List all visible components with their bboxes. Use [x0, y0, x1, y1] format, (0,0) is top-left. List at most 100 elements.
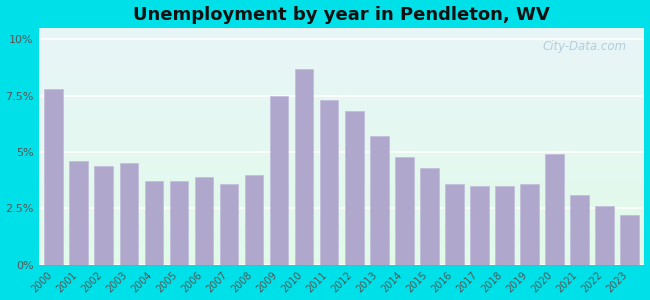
Bar [39, 194, 644, 195]
Bar [39, 131, 644, 132]
Bar [39, 215, 644, 216]
Bar [39, 248, 644, 250]
Bar [39, 112, 644, 113]
Title: Unemployment by year in Pendleton, WV: Unemployment by year in Pendleton, WV [133, 6, 550, 24]
Bar [39, 58, 644, 59]
Bar [39, 149, 644, 150]
Bar [39, 95, 644, 97]
Bar [420, 168, 439, 265]
Bar [39, 122, 644, 123]
Bar [39, 111, 644, 112]
Bar [39, 183, 644, 184]
Bar [39, 36, 644, 38]
Bar [39, 134, 644, 135]
Bar [39, 258, 644, 259]
Bar [39, 34, 644, 35]
Bar [39, 30, 644, 31]
Bar [39, 47, 644, 48]
Bar [39, 231, 644, 232]
Bar [39, 200, 644, 201]
Bar [39, 116, 644, 117]
Bar [39, 176, 644, 177]
Bar [39, 125, 644, 126]
Bar [39, 39, 644, 40]
Bar [39, 209, 644, 210]
Bar [244, 175, 263, 265]
Bar [39, 187, 644, 188]
Bar [39, 159, 644, 160]
Bar [39, 62, 644, 63]
Bar [39, 143, 644, 144]
Bar [39, 156, 644, 157]
Bar [39, 228, 644, 230]
Bar [39, 233, 644, 234]
Bar [39, 232, 644, 233]
Bar [39, 247, 644, 248]
Bar [39, 139, 644, 140]
Bar [39, 160, 644, 162]
Bar [39, 46, 644, 47]
Bar [39, 124, 644, 125]
Bar [39, 66, 644, 67]
Bar [39, 110, 644, 111]
Bar [39, 245, 644, 246]
Bar [39, 203, 644, 205]
Bar [344, 111, 363, 265]
Bar [39, 221, 644, 222]
Bar [395, 157, 413, 265]
Bar [39, 182, 644, 183]
Bar [170, 182, 188, 265]
Bar [39, 235, 644, 236]
Bar [39, 174, 644, 175]
Bar [39, 63, 644, 64]
Bar [39, 80, 644, 81]
Bar [39, 206, 644, 207]
Bar [39, 256, 644, 258]
Bar [39, 154, 644, 155]
Bar [39, 253, 644, 254]
Bar [39, 88, 644, 89]
Bar [39, 55, 644, 56]
Bar [39, 158, 644, 159]
Bar [270, 96, 289, 265]
Bar [39, 129, 644, 130]
Bar [39, 150, 644, 151]
Bar [39, 142, 644, 143]
Bar [39, 73, 644, 74]
Bar [39, 33, 644, 34]
Bar [320, 100, 339, 265]
Bar [39, 234, 644, 235]
Text: City-Data.com: City-Data.com [542, 40, 626, 53]
Bar [570, 195, 589, 265]
Bar [39, 126, 644, 128]
Bar [39, 227, 644, 228]
Bar [39, 98, 644, 99]
Bar [39, 222, 644, 224]
Bar [39, 38, 644, 39]
Bar [39, 105, 644, 106]
Bar [39, 120, 644, 122]
Bar [39, 56, 644, 58]
Bar [39, 195, 644, 196]
Bar [39, 170, 644, 171]
Bar [39, 54, 644, 55]
Bar [39, 93, 644, 94]
Bar [39, 28, 644, 29]
Bar [39, 157, 644, 158]
Bar [39, 132, 644, 134]
Bar [620, 215, 639, 265]
Bar [39, 97, 644, 98]
Bar [220, 184, 239, 265]
Bar [39, 91, 644, 92]
Bar [39, 146, 644, 148]
Bar [39, 92, 644, 93]
Bar [39, 196, 644, 197]
Bar [39, 79, 644, 80]
Bar [39, 199, 644, 200]
Bar [545, 154, 564, 265]
Bar [39, 50, 644, 52]
Bar [39, 70, 644, 72]
Bar [39, 35, 644, 36]
Bar [39, 99, 644, 100]
Bar [39, 208, 644, 209]
